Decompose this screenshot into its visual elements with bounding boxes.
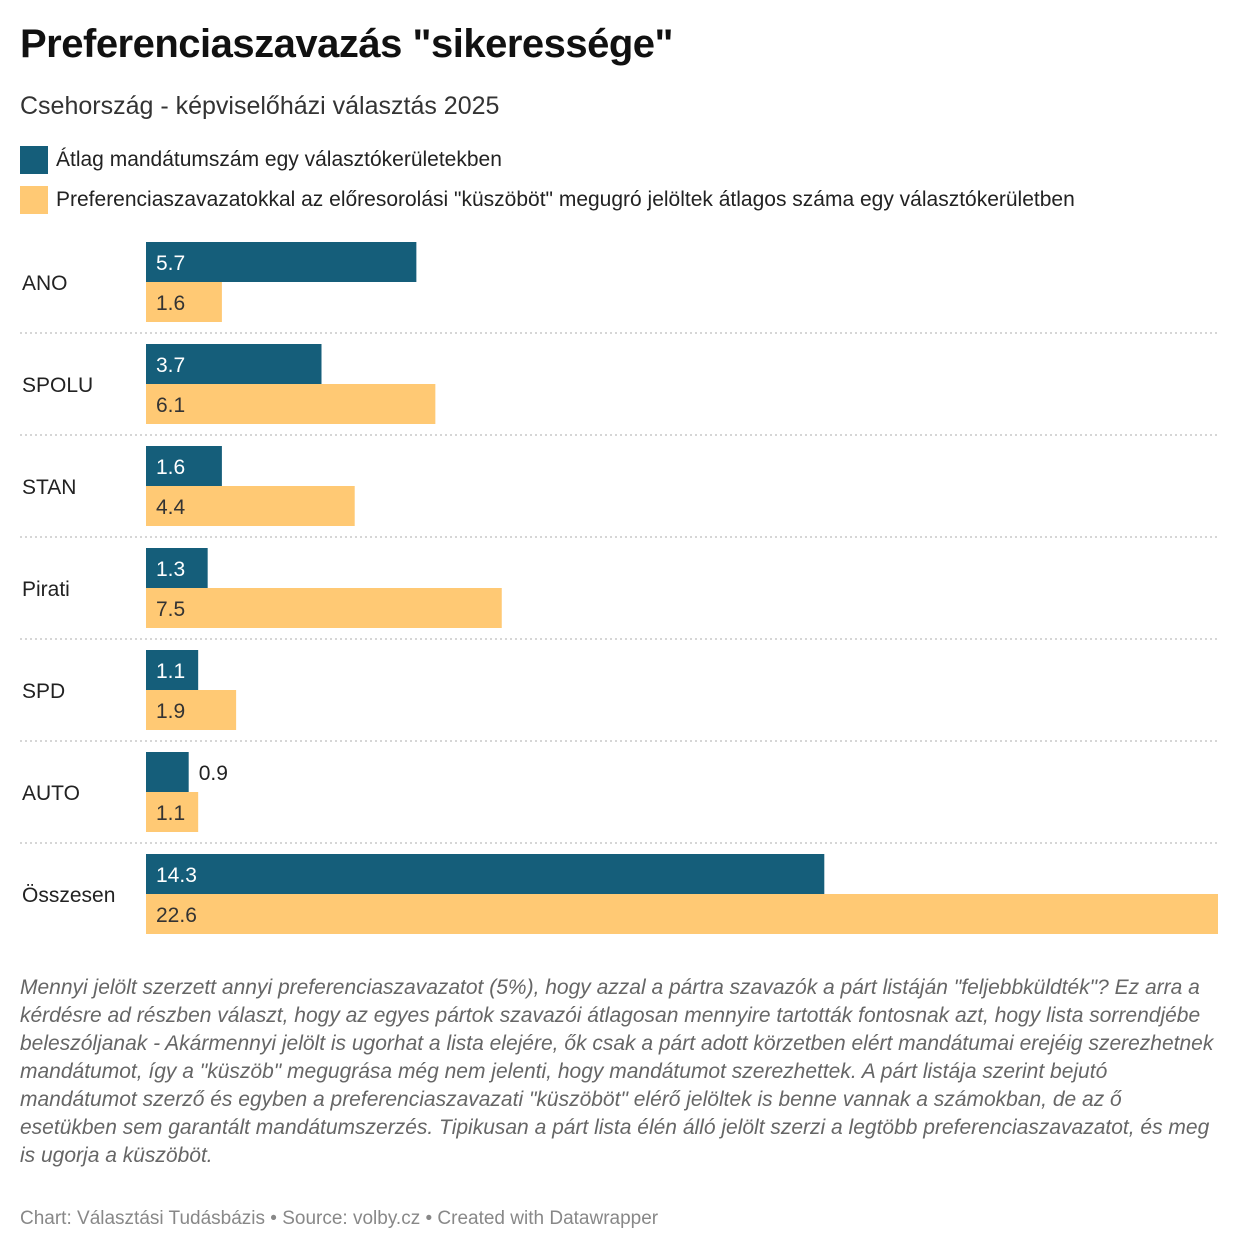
- value-label-ano-series-1: 5.7: [156, 252, 185, 275]
- value-label-auto-series-2: 1.1: [156, 802, 185, 825]
- legend-label-series-1: Átlag mandátumszám egy választókerületek…: [56, 148, 502, 171]
- bar-pirati-series-1: [146, 548, 208, 588]
- bar-ano-series-2: [146, 282, 222, 322]
- chart-subtitle: Csehország - képviselőházi választás 202…: [20, 92, 500, 120]
- value-label-spd-series-2: 1.9: [156, 700, 185, 723]
- bar-stan-series-1: [146, 446, 222, 486]
- value-label-spolu-series-2: 6.1: [156, 394, 185, 417]
- legend-item-series-1: Átlag mandátumszám egy választókerületek…: [20, 144, 1075, 176]
- bar-osszesen-series-1: [146, 854, 825, 894]
- value-label-auto-series-1: 0.9: [199, 762, 228, 785]
- value-label-stan-series-2: 4.4: [156, 496, 186, 519]
- value-label-ano-series-2: 1.6: [156, 292, 185, 315]
- category-label-ano: ANO: [22, 272, 68, 295]
- value-label-pirati-series-2: 7.5: [156, 598, 185, 621]
- bar-pirati-series-2: [146, 588, 502, 628]
- legend-label-series-2: Preferenciaszavazatokkal az előresorolás…: [56, 188, 1075, 211]
- bar-spolu-series-2: [146, 384, 436, 424]
- chart-footer: Chart: Választási Tudásbázis • Source: v…: [20, 1208, 659, 1229]
- legend: Átlag mandátumszám egy választókerületek…: [20, 144, 1075, 224]
- category-label-spolu: SPOLU: [22, 374, 93, 397]
- category-label-stan: STAN: [22, 476, 76, 499]
- chart-description: Mennyi jelölt szerzett annyi preferencia…: [20, 976, 1214, 1167]
- bar-ano-series-1: [146, 242, 417, 282]
- legend-swatch-series-1: [20, 146, 48, 174]
- value-label-osszesen-series-2: 22.6: [156, 904, 197, 927]
- value-label-spd-series-1: 1.1: [156, 660, 185, 683]
- bar-spd-series-2: [146, 690, 237, 730]
- bar-auto-series-1: [146, 752, 189, 792]
- bar-auto-series-2: [146, 792, 199, 832]
- bar-stan-series-2: [146, 486, 355, 526]
- chart-title: Preferenciaszavazás "sikeressége": [20, 22, 674, 66]
- bar-spd-series-1: [146, 650, 199, 690]
- legend-item-series-2: Preferenciaszavazatokkal az előresorolás…: [20, 184, 1075, 216]
- category-label-auto: AUTO: [22, 782, 80, 805]
- value-label-stan-series-1: 1.6: [156, 456, 185, 479]
- category-label-pirati: Pirati: [22, 578, 70, 601]
- category-label-osszesen: Összesen: [22, 884, 115, 907]
- legend-swatch-series-2: [20, 186, 48, 214]
- bar-chart: ANO 5.7 1.6 SPOLU 3.7 6.1 STAN 1.6 4.4 Pirati 1.3 7…: [20, 242, 1218, 934]
- bar-spolu-series-1: [146, 344, 322, 384]
- category-label-spd: SPD: [22, 680, 65, 703]
- value-label-osszesen-series-1: 14.3: [156, 864, 197, 887]
- bar-osszesen-series-2: [146, 894, 1218, 934]
- value-label-pirati-series-1: 1.3: [156, 558, 185, 581]
- value-label-spolu-series-1: 3.7: [156, 354, 185, 377]
